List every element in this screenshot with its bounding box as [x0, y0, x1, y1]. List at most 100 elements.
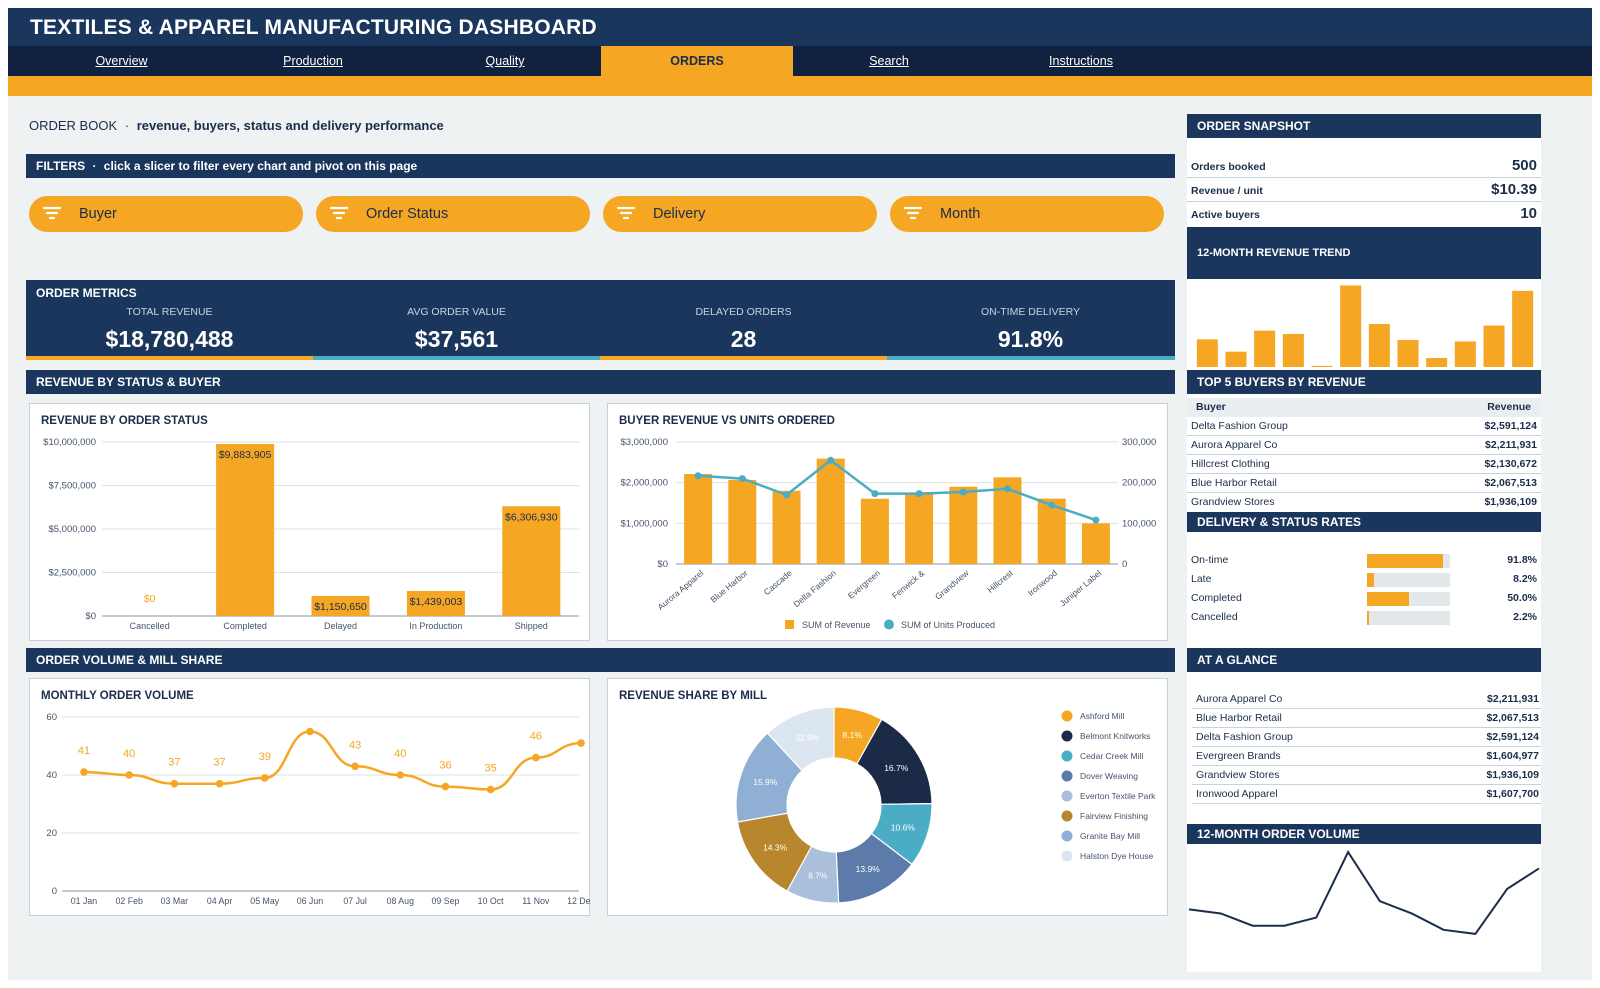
snapshot-title: ORDER SNAPSHOT: [1187, 114, 1541, 138]
legend-label: SUM of Units Produced: [901, 620, 995, 630]
y-left-tick-label: $1,000,000: [620, 518, 668, 529]
mill-share-title: REVENUE SHARE BY MILL: [619, 690, 768, 702]
rate-value: 50.0%: [1507, 592, 1537, 604]
table-row: Aurora Apparel Co $2,211,931: [1187, 436, 1541, 455]
legend-label: Dover Weaving: [1080, 771, 1138, 781]
order-metrics-title: ORDER METRICS: [36, 286, 137, 300]
legend-swatch: [1061, 790, 1073, 802]
slicer-delivery-label: Delivery: [653, 206, 706, 222]
x-tick-label: In Production: [409, 621, 462, 631]
tab-overview[interactable]: Overview: [95, 54, 148, 68]
point-value-label: 40: [123, 748, 135, 760]
slicer-delivery[interactable]: Delivery: [603, 196, 877, 232]
monthly-volume-chart: 0 20 40 60 41 01 Jan 40 02 Feb 37 03 Mar 37 04 Apr 3…: [46, 712, 591, 906]
glance-name: Evergreen Brands: [1196, 750, 1281, 762]
legend-swatch: [884, 619, 894, 630]
filter-icon: [617, 206, 635, 220]
bar: [1196, 339, 1218, 367]
rate-value: 91.8%: [1507, 554, 1537, 566]
point-value-label: 46: [530, 731, 542, 743]
tab-orders[interactable]: ORDERS: [601, 46, 793, 76]
rate-bar-track: [1367, 573, 1450, 587]
revenue-trend-header: 12-MONTH REVENUE TREND: [1187, 227, 1541, 279]
page-heading-separator: ·: [124, 118, 130, 133]
slicer-month[interactable]: Month: [890, 196, 1164, 232]
y-tick-label: 0: [52, 886, 57, 897]
tab-search[interactable]: Search: [869, 54, 909, 68]
list-item: Grandview Stores $1,936,109: [1192, 766, 1541, 785]
bar-value-label: $0: [144, 593, 156, 605]
x-tick-label: 09 Sep: [432, 896, 460, 906]
bar: [1426, 358, 1448, 367]
line-point: [577, 739, 585, 747]
rate-bar-track: [1367, 592, 1450, 606]
rate-row: Cancelled 2.2%: [1187, 608, 1541, 627]
app-title: TEXTILES & APPAREL MANUFACTURING DASHBOA…: [30, 16, 597, 39]
bar: [905, 492, 934, 564]
bar: [1282, 333, 1304, 367]
kpi-total-revenue-label: TOTAL REVENUE: [126, 306, 213, 318]
rate-row: On-time 91.8%: [1187, 551, 1541, 570]
bar-value-label: $1,439,003: [410, 596, 463, 608]
buyer-revenue-title: BUYER REVENUE VS UNITS ORDERED: [619, 415, 835, 427]
bar: [816, 458, 845, 564]
slice-label: 8.1%: [843, 730, 863, 740]
snapshot-label: Active buyers: [1191, 209, 1260, 221]
list-item: Delta Fashion Group $2,591,124: [1192, 728, 1541, 747]
series-line: [83, 730, 582, 791]
bar: [1254, 330, 1276, 367]
legend-swatch: [1061, 850, 1073, 862]
x-tick-label: Grandview: [933, 567, 971, 601]
line-point: [1048, 501, 1056, 509]
slicer-order-status[interactable]: Order Status: [316, 196, 590, 232]
tab-quality[interactable]: Quality: [485, 54, 525, 68]
tab-production[interactable]: Production: [283, 54, 343, 68]
volume-section-bar: ORDER VOLUME & MILL SHARE: [26, 648, 1175, 672]
glance-value: $2,211,931: [1487, 693, 1539, 705]
tab-instructions[interactable]: Instructions: [1049, 54, 1113, 68]
buyer-revenue-panel: BUYER REVENUE VS UNITS ORDERED $0 0 $1,000…: [607, 403, 1168, 641]
filters-bar-note: click a slicer to filter every chart and…: [103, 159, 418, 173]
pie-slice: [766, 706, 835, 772]
bar: [1454, 341, 1476, 367]
legend-swatch: [1061, 770, 1073, 782]
y-right-tick-label: 300,000: [1122, 437, 1156, 448]
buyer-revenue: $2,211,931: [1485, 439, 1537, 451]
point-value-label: 41: [78, 745, 90, 757]
bar: [772, 490, 801, 564]
line-point: [738, 475, 746, 483]
line-point: [351, 762, 359, 771]
x-tick-label: Cancelled: [130, 621, 170, 631]
x-tick-label: 04 Apr: [207, 896, 233, 906]
snapshot-row: Orders booked 500: [1187, 154, 1541, 178]
rate-bar-fill: [1367, 611, 1369, 625]
order-volume-sparkline: [1188, 850, 1540, 935]
table-row: Delta Fashion Group $2,591,124: [1187, 417, 1541, 436]
legend-swatch: [1061, 750, 1073, 762]
y-tick-label: $7,500,000: [48, 481, 96, 492]
buyer-revenue: $1,936,109: [1484, 496, 1537, 508]
nav-bar: Overview Production Quality ORDERS Searc…: [8, 46, 1592, 76]
slicer-month-label: Month: [940, 206, 981, 222]
legend-swatch: [785, 620, 794, 629]
rate-row: Late 8.2%: [1187, 570, 1541, 589]
x-tick-label: Shipped: [515, 621, 548, 631]
x-tick-label: Cascade: [762, 568, 794, 597]
list-item: Aurora Apparel Co $2,211,931: [1192, 690, 1541, 709]
y-left-tick-label: $0: [657, 559, 668, 570]
top-buyers-header: Buyer Revenue: [1187, 398, 1541, 417]
line-point: [80, 768, 88, 776]
x-tick-label: Completed: [223, 621, 267, 631]
slice-label: 11.9%: [796, 732, 820, 742]
rate-bar-fill: [1367, 592, 1409, 606]
rate-bar-fill: [1367, 573, 1374, 587]
slice-label: 15.9%: [753, 777, 778, 787]
x-tick-label: 11 Nov: [522, 896, 550, 906]
rate-name: Completed: [1191, 592, 1242, 604]
rate-name: Cancelled: [1191, 611, 1238, 623]
y-tick-label: $0: [85, 611, 96, 622]
filter-icon: [43, 206, 61, 220]
x-tick-label: Hillcrest: [985, 567, 1015, 594]
line-point: [1004, 485, 1011, 493]
slicer-buyer[interactable]: Buyer: [29, 196, 303, 232]
